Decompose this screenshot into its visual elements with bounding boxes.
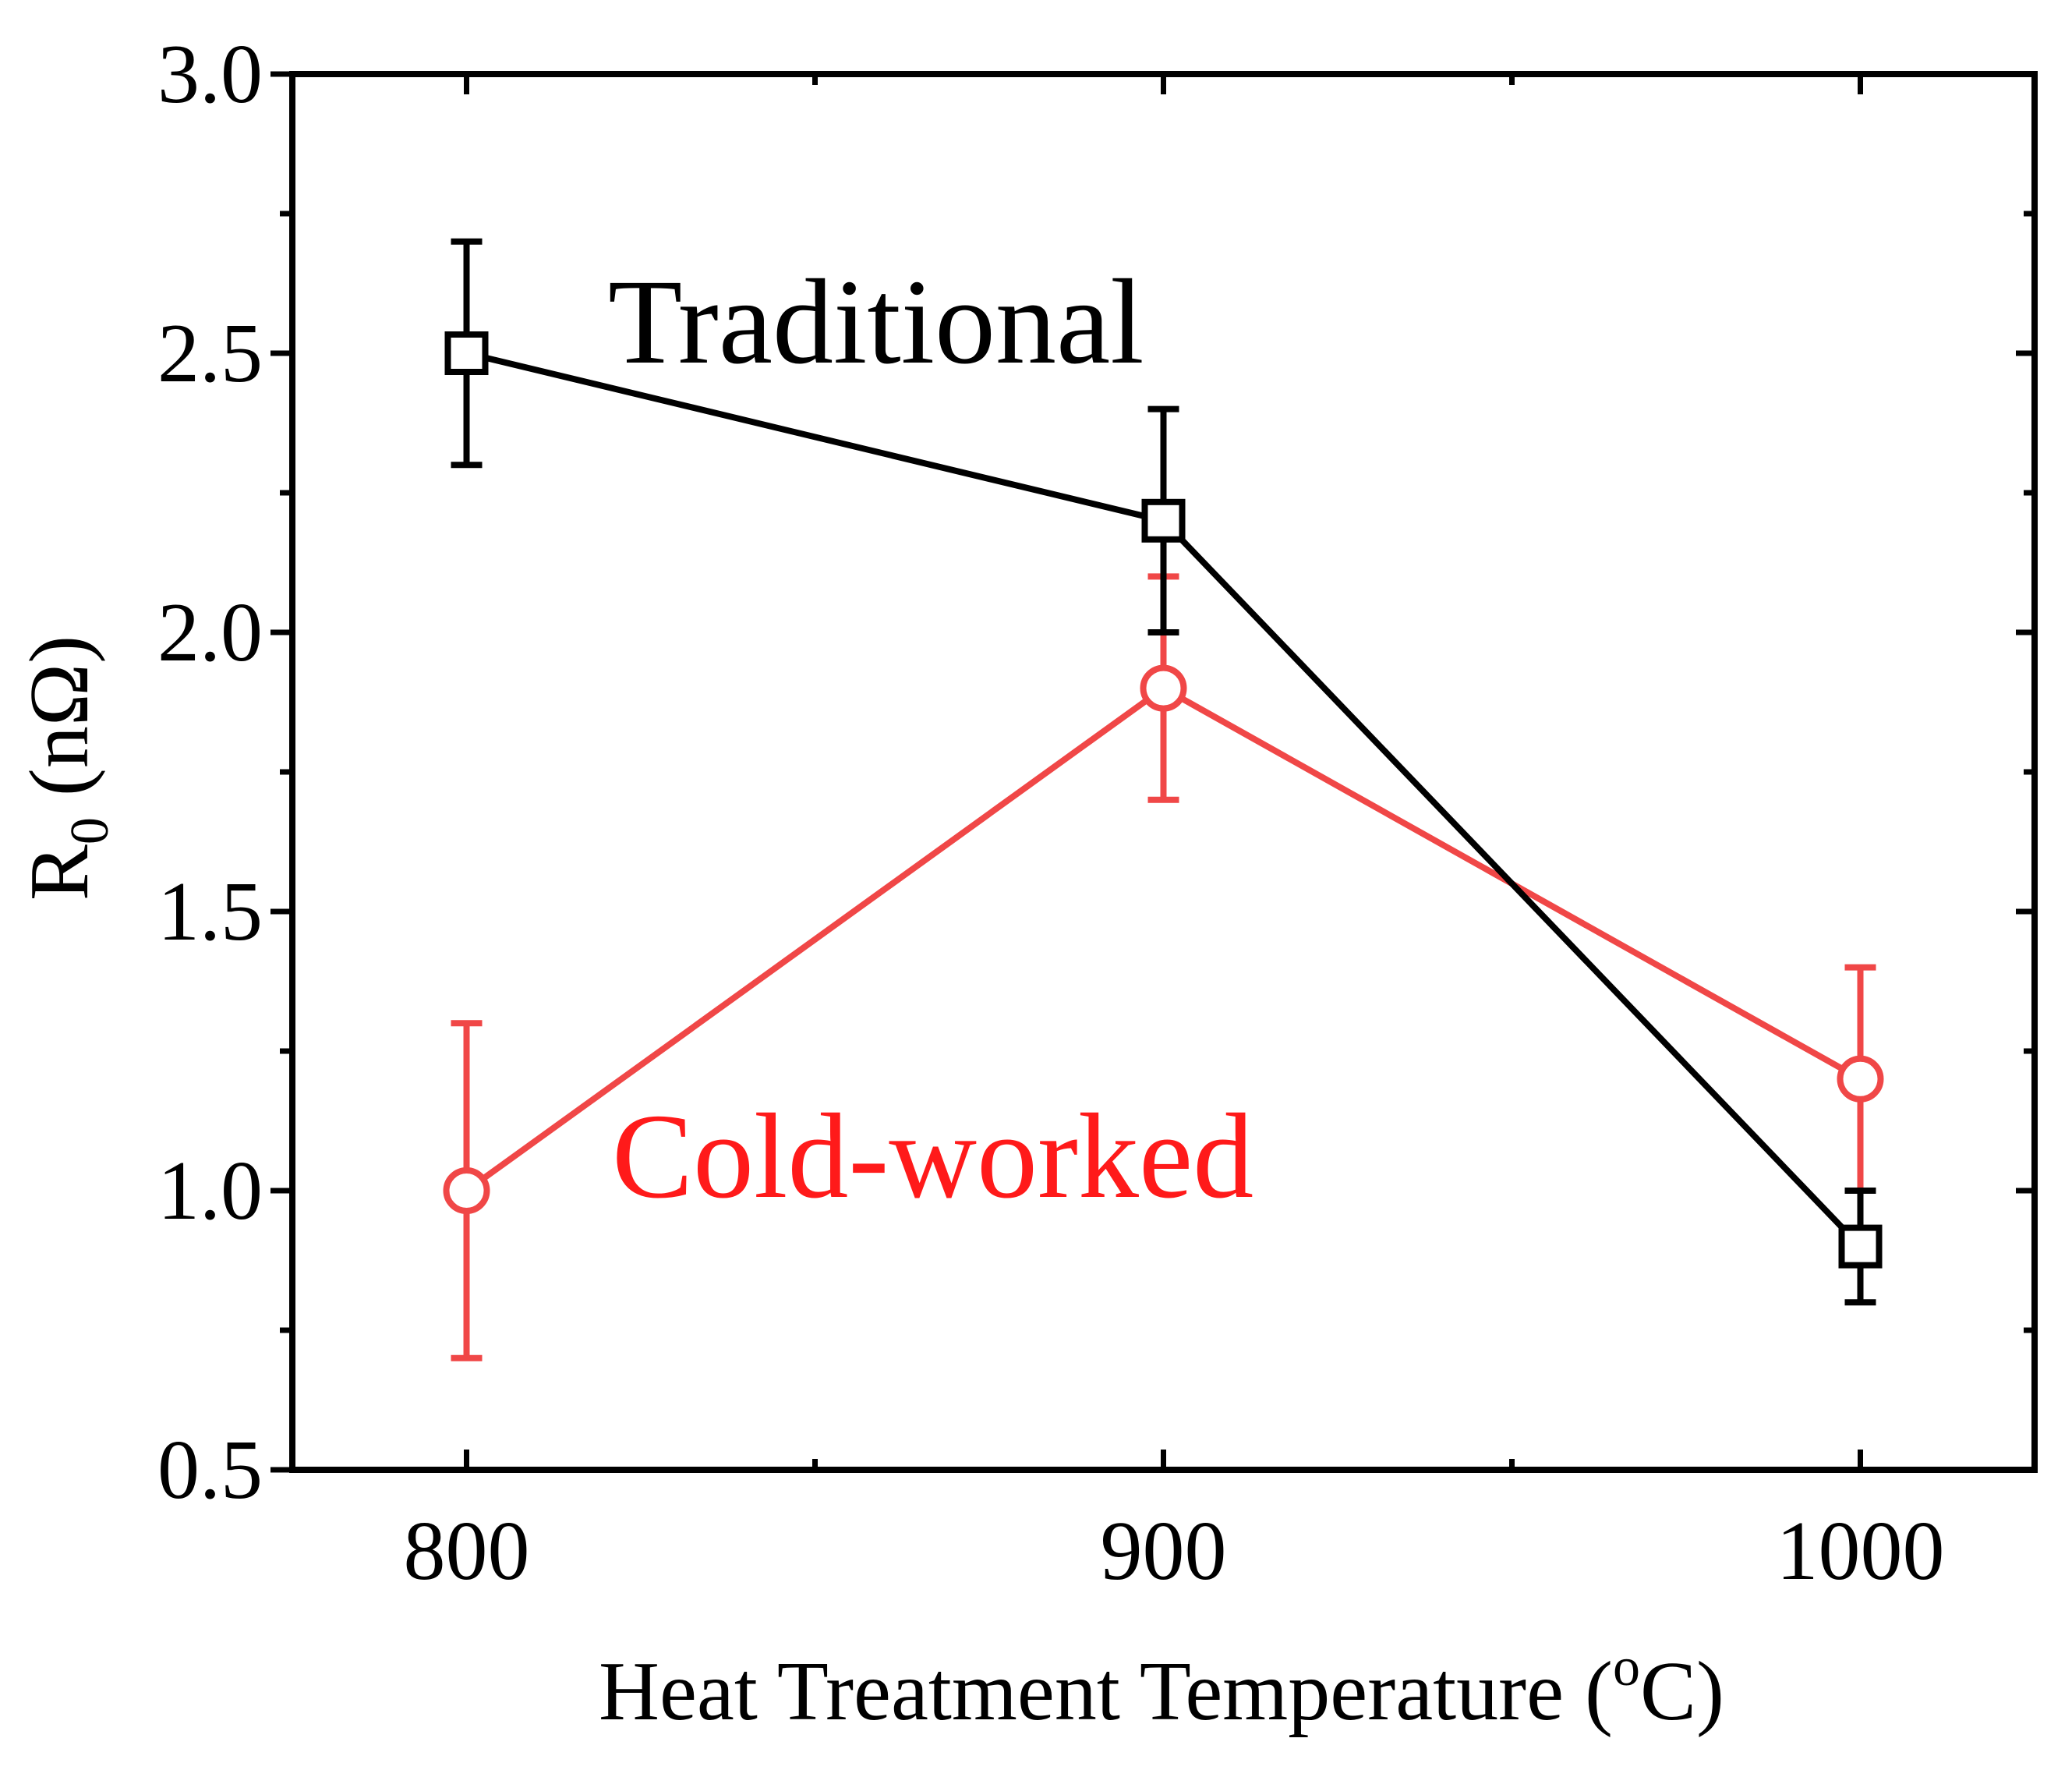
- y-tick-label: 2.0: [157, 586, 263, 679]
- y-axis-title-sub: 0: [60, 817, 120, 844]
- x-tick-label: 1000: [1777, 1505, 1945, 1598]
- y-tick-label: 1.5: [157, 866, 263, 958]
- data-point: [1838, 1224, 1883, 1269]
- series-label-traditional: Traditional: [608, 254, 1144, 389]
- y-tick-label: 1.0: [157, 1145, 263, 1237]
- data-point: [1140, 664, 1187, 712]
- data-point: [444, 331, 489, 375]
- data-point: [1141, 498, 1186, 543]
- series-label-cold-worked: Cold-worked: [612, 1089, 1253, 1223]
- x-tick-label: 900: [1101, 1505, 1227, 1598]
- x-axis-title-main: Heat Treatment Temperature (: [599, 1645, 1613, 1738]
- y-axis-title: R0 (nΩ): [13, 635, 120, 901]
- series-cold-worked: [443, 573, 1884, 1361]
- series-layer: [443, 238, 1884, 1361]
- data-point: [443, 1167, 490, 1214]
- x-axis-title: Heat Treatment Temperature (oC): [599, 1637, 1724, 1738]
- y-axis-title-tail: (nΩ): [13, 635, 106, 817]
- y-tick-label: 3.0: [157, 28, 263, 121]
- y-tick-label: 2.5: [157, 307, 263, 400]
- x-tick-label: 800: [404, 1505, 530, 1598]
- x-axis-title-tail: C): [1640, 1645, 1724, 1738]
- data-point: [1837, 1055, 1884, 1103]
- series-traditional: [444, 238, 1883, 1306]
- y-tick-label: 0.5: [157, 1424, 263, 1517]
- x-axis-title-sup: o: [1613, 1637, 1640, 1697]
- y-axis: 0.5 1.0 1.5 2.0 2.5 3.0: [157, 28, 2035, 1517]
- y-axis-title-main: R: [13, 844, 106, 901]
- x-axis: 800 900 1000: [404, 74, 1945, 1598]
